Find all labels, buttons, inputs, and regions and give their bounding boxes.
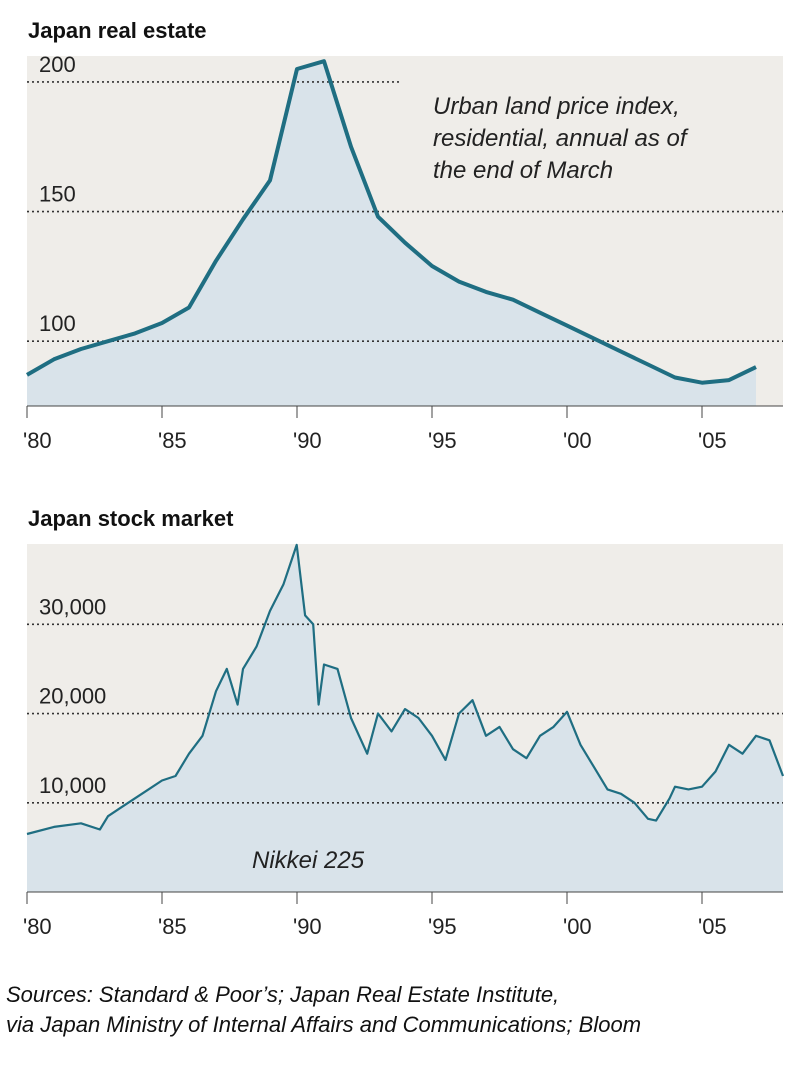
x-tick-label: '90: [293, 914, 322, 939]
sources-line-1: Sources: Standard & Poor’s; Japan Real E…: [6, 982, 560, 1007]
series-line: [25, 59, 757, 385]
x-tick-label: '05: [698, 428, 727, 453]
y-tick-label: 100: [39, 311, 76, 336]
y-tick-label: 150: [39, 182, 76, 207]
chart-title-stock-market: Japan stock market: [28, 506, 234, 531]
annotation-line: the end of March: [433, 157, 613, 184]
series-annotation: Nikkei 225: [252, 847, 365, 874]
chart-title-real-estate: Japan real estate: [28, 18, 207, 43]
x-tick-label: '00: [563, 914, 592, 939]
x-tick-label: '80: [23, 428, 52, 453]
area-fill: [27, 61, 756, 406]
series-line: [26, 543, 785, 836]
x-tick-label: '85: [158, 914, 187, 939]
x-tick-label: '05: [698, 914, 727, 939]
annotation-line: residential, annual as of: [433, 125, 689, 152]
area-fill: [27, 544, 783, 892]
annotation-line: Urban land price index,: [433, 93, 680, 120]
x-tick-label: '00: [563, 428, 592, 453]
y-tick-label: 10,000: [39, 773, 106, 798]
x-tick-label: '80: [23, 914, 52, 939]
sources-note: Sources: Standard & Poor’s; Japan Real E…: [6, 980, 810, 1040]
y-tick-label: 30,000: [39, 594, 106, 619]
stock-market-chart: 10,000 20,000 30,000 '80 '85 '90 '95 '00 '05 Nikk…: [23, 543, 785, 939]
y-tick-label: 200: [39, 52, 76, 77]
x-tick-label: '95: [428, 914, 457, 939]
y-tick-label: 20,000: [39, 684, 106, 709]
real-estate-chart: 100 150 200 '80 '85 '90 '95 '00 '05 Urban land pr…: [23, 52, 783, 453]
x-tick-label: '95: [428, 428, 457, 453]
x-tick-label: '85: [158, 428, 187, 453]
sources-line-2: via Japan Ministry of Internal Affairs a…: [6, 1012, 642, 1037]
x-tick-label: '90: [293, 428, 322, 453]
